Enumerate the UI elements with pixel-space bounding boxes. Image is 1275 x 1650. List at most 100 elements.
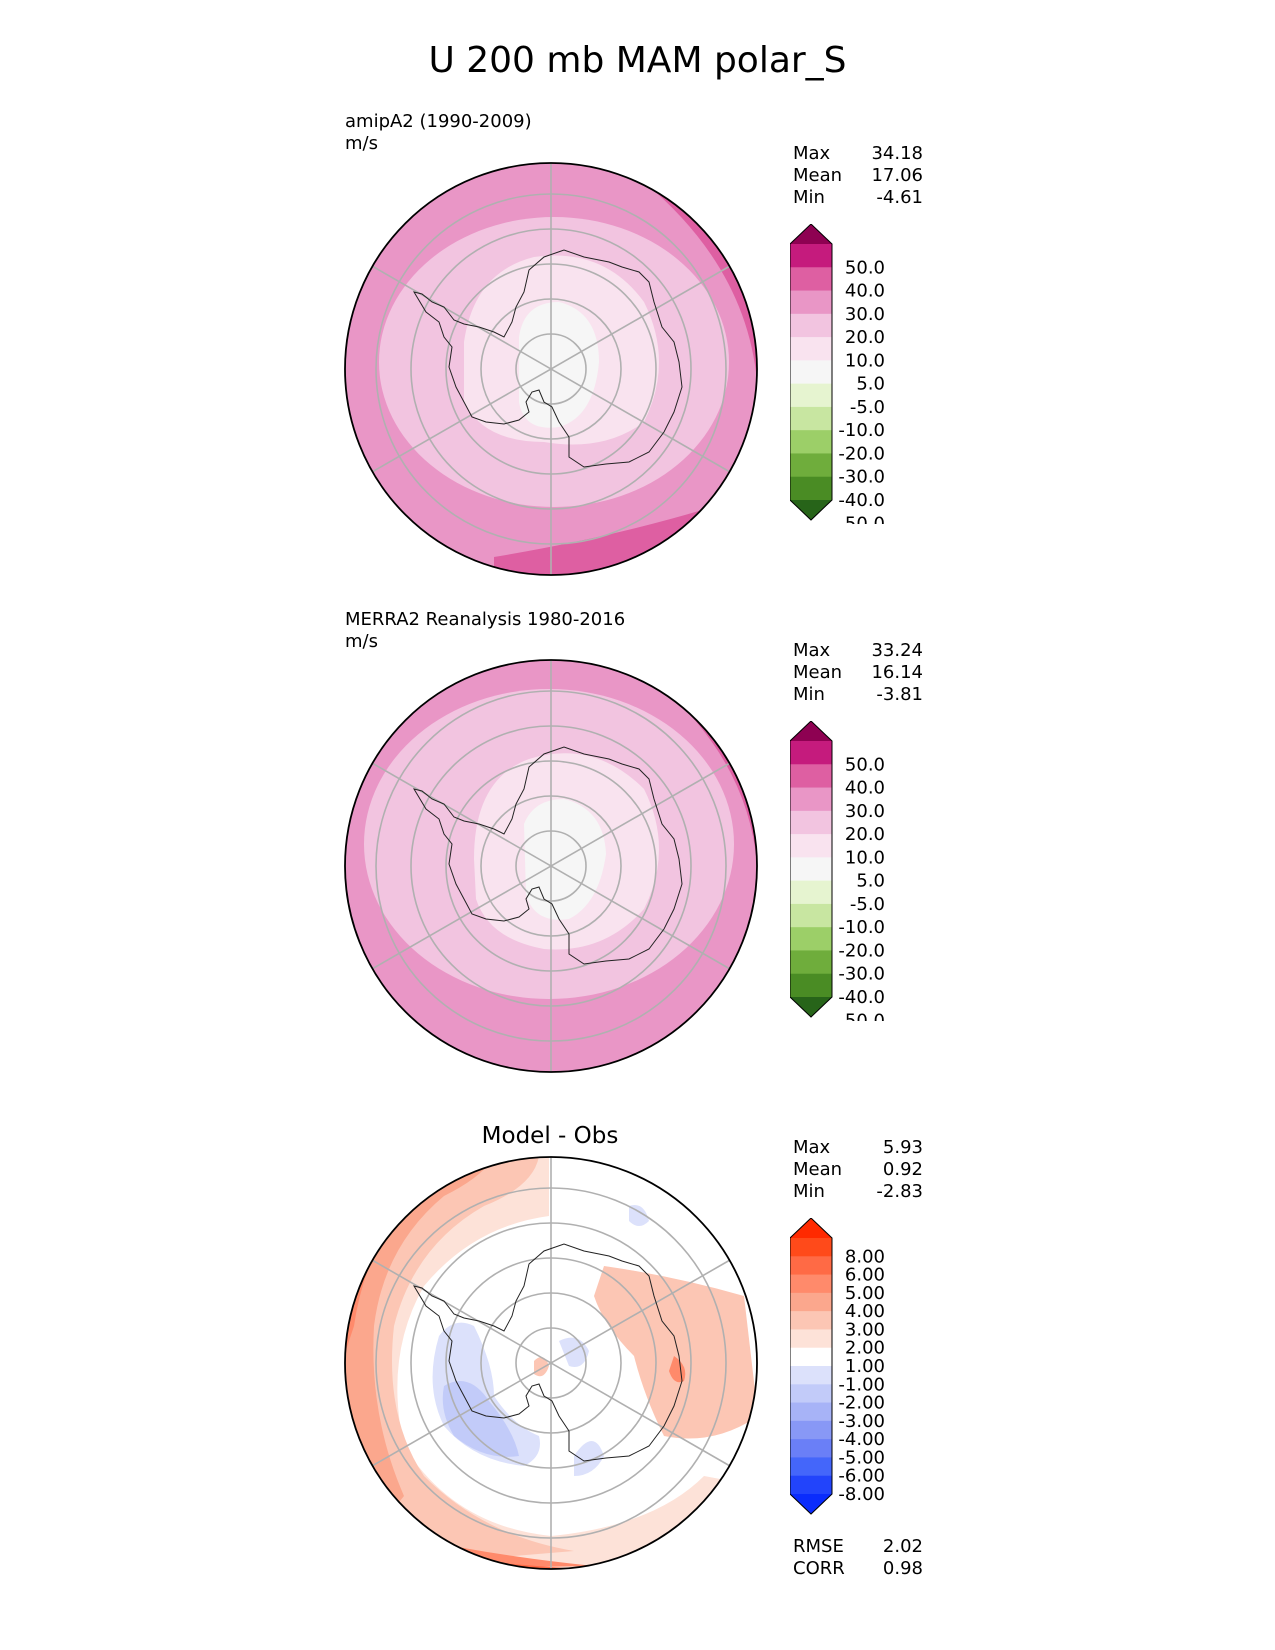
colorbar-outline (790, 224, 833, 521)
colorbar-tick-label: -20.0 (838, 443, 885, 464)
colorbar-segment (790, 1329, 832, 1349)
diff-stats: Max 5.93 Mean 0.92 Min -2.83 (793, 1137, 923, 1203)
colorbar-tick-label: -10.0 (838, 917, 885, 938)
rmse-value: 2.02 (882, 1536, 923, 1557)
colorbar-segment (790, 787, 832, 812)
mean-label: Mean (793, 662, 843, 683)
antarctica-coastline (412, 249, 683, 468)
colorbar-extend-bottom (790, 500, 832, 520)
graticule (371, 163, 731, 575)
colorbar-segment (790, 950, 832, 975)
figure-title: U 200 mb MAM polar_S (428, 40, 847, 81)
graticule (371, 660, 731, 1072)
colorbar-segment (790, 810, 832, 835)
min-label: Min (793, 1181, 825, 1202)
test-polar-map (344, 162, 758, 576)
mean-value: 17.06 (871, 165, 923, 186)
ref-panel-units: m/s (345, 631, 378, 652)
colorbar-tick-label: -10.0 (838, 420, 885, 441)
test-panel-label: amipA2 (1990-2009) m/s (345, 111, 532, 155)
test-panel-units: m/s (345, 133, 378, 154)
ref-panel-label: MERRA2 Reanalysis 1980-2016 m/s (345, 609, 625, 653)
min-value: -2.83 (876, 1181, 923, 1202)
colorbar-extend-top (790, 224, 832, 244)
test-colorbar: 50.0 40.030.020.010.0 5.0-5.0-10.0-20.0 -30… (790, 224, 885, 524)
colorbar-outline (790, 1218, 833, 1515)
colorbar-segment (790, 430, 832, 454)
mean-label: Mean (793, 165, 843, 186)
min-label: Min (793, 187, 825, 208)
colorbar-segment (790, 1402, 832, 1422)
colorbar-segment (790, 903, 832, 928)
colorbar-tick-label: -40.0 (838, 987, 885, 1008)
colorbar-segment (790, 880, 832, 905)
colorbar-tick-label: 2.00 (845, 1338, 885, 1359)
colorbar-segment (790, 741, 832, 765)
corr-value: 0.98 (882, 1558, 923, 1579)
colorbar-tick-label: -50.0 (838, 513, 885, 524)
colorbar-segment (790, 290, 832, 315)
colorbar-segment (790, 1384, 832, 1404)
colorbar-segment (790, 1439, 832, 1458)
min-value: -4.61 (876, 187, 923, 208)
min-value: -3.81 (876, 684, 923, 705)
colorbar-tick-label: -5.00 (838, 1447, 885, 1468)
max-value: 5.93 (882, 1137, 923, 1158)
colorbar-segment (790, 1311, 832, 1330)
max-value: 34.18 (871, 143, 923, 164)
colorbar-segment (790, 927, 832, 951)
diff-panel-title: Model - Obs (481, 1123, 619, 1149)
colorbar-tick-label: 50.0 (845, 257, 885, 278)
diff-colorbar: 8.006.005.004.003.002.001.00-1.00-2.00-3… (790, 1218, 885, 1515)
max-label: Max (793, 143, 831, 164)
mean-value: 16.14 (871, 662, 923, 683)
colorbar-segment (790, 1347, 832, 1367)
colorbar-segment (790, 857, 832, 882)
ref-stats: Max 33.24 Mean 16.14 Min -3.81 (793, 640, 923, 706)
colorbar-tick-label: 8.00 (845, 1246, 885, 1267)
antarctica-coastline (412, 746, 683, 965)
test-stats: Max 34.18 Mean 17.06 Min -4.61 (793, 143, 923, 209)
graticule (371, 1157, 731, 1569)
test-panel-title: amipA2 (1990-2009) (345, 111, 532, 132)
colorbar-tick-label: 50.0 (845, 754, 885, 775)
max-label: Max (793, 640, 831, 661)
colorbar-tick-label: 30.0 (845, 801, 885, 822)
colorbar-tick-label: -2.00 (838, 1393, 885, 1414)
colorbar-tick-label: 5.00 (845, 1283, 885, 1304)
colorbar-segment (790, 383, 832, 408)
colorbar-segment (790, 1274, 832, 1294)
colorbar-segment (790, 453, 832, 478)
colorbar-tick-label: -4.00 (838, 1429, 885, 1450)
colorbar-segment (790, 1475, 832, 1495)
min-label: Min (793, 684, 825, 705)
colorbar-tick-label: -30.0 (838, 467, 885, 488)
colorbar-tick-label: 3.00 (845, 1319, 885, 1340)
colorbar-segment (790, 1292, 832, 1312)
colorbar-segment (790, 1457, 832, 1477)
colorbar-segment (790, 337, 832, 361)
colorbar-tick-label: 20.0 (845, 824, 885, 845)
colorbar-segment (790, 360, 832, 385)
rmse-label: RMSE (793, 1536, 844, 1557)
colorbar-segment (790, 244, 832, 268)
colorbar-extend-top (790, 721, 832, 741)
diff-polar-map (344, 1156, 758, 1570)
colorbar-tick-label: 20.0 (845, 327, 885, 348)
colorbar-tick-label: 30.0 (845, 304, 885, 325)
colorbar-extend-bottom (790, 997, 832, 1017)
colorbar-outline (790, 721, 833, 1018)
colorbar-segment (790, 1238, 832, 1257)
colorbar-tick-label: -8.00 (838, 1484, 885, 1505)
colorbar-tick-label: -5.0 (850, 397, 885, 418)
ref-colorbar: 50.0 40.030.020.010.0 5.0-5.0-10.0-20.0 -30… (790, 721, 885, 1021)
colorbar-tick-label: 5.0 (856, 871, 885, 892)
colorbar-tick-label: -40.0 (838, 490, 885, 511)
colorbar-tick-label: 6.00 (845, 1265, 885, 1286)
max-label: Max (793, 1137, 831, 1158)
colorbar-tick-label: -50.0 (838, 1010, 885, 1021)
mean-label: Mean (793, 1159, 843, 1180)
colorbar-tick-label: 10.0 (845, 847, 885, 868)
colorbar-segment (790, 1366, 832, 1385)
mean-value: 0.92 (882, 1159, 923, 1180)
